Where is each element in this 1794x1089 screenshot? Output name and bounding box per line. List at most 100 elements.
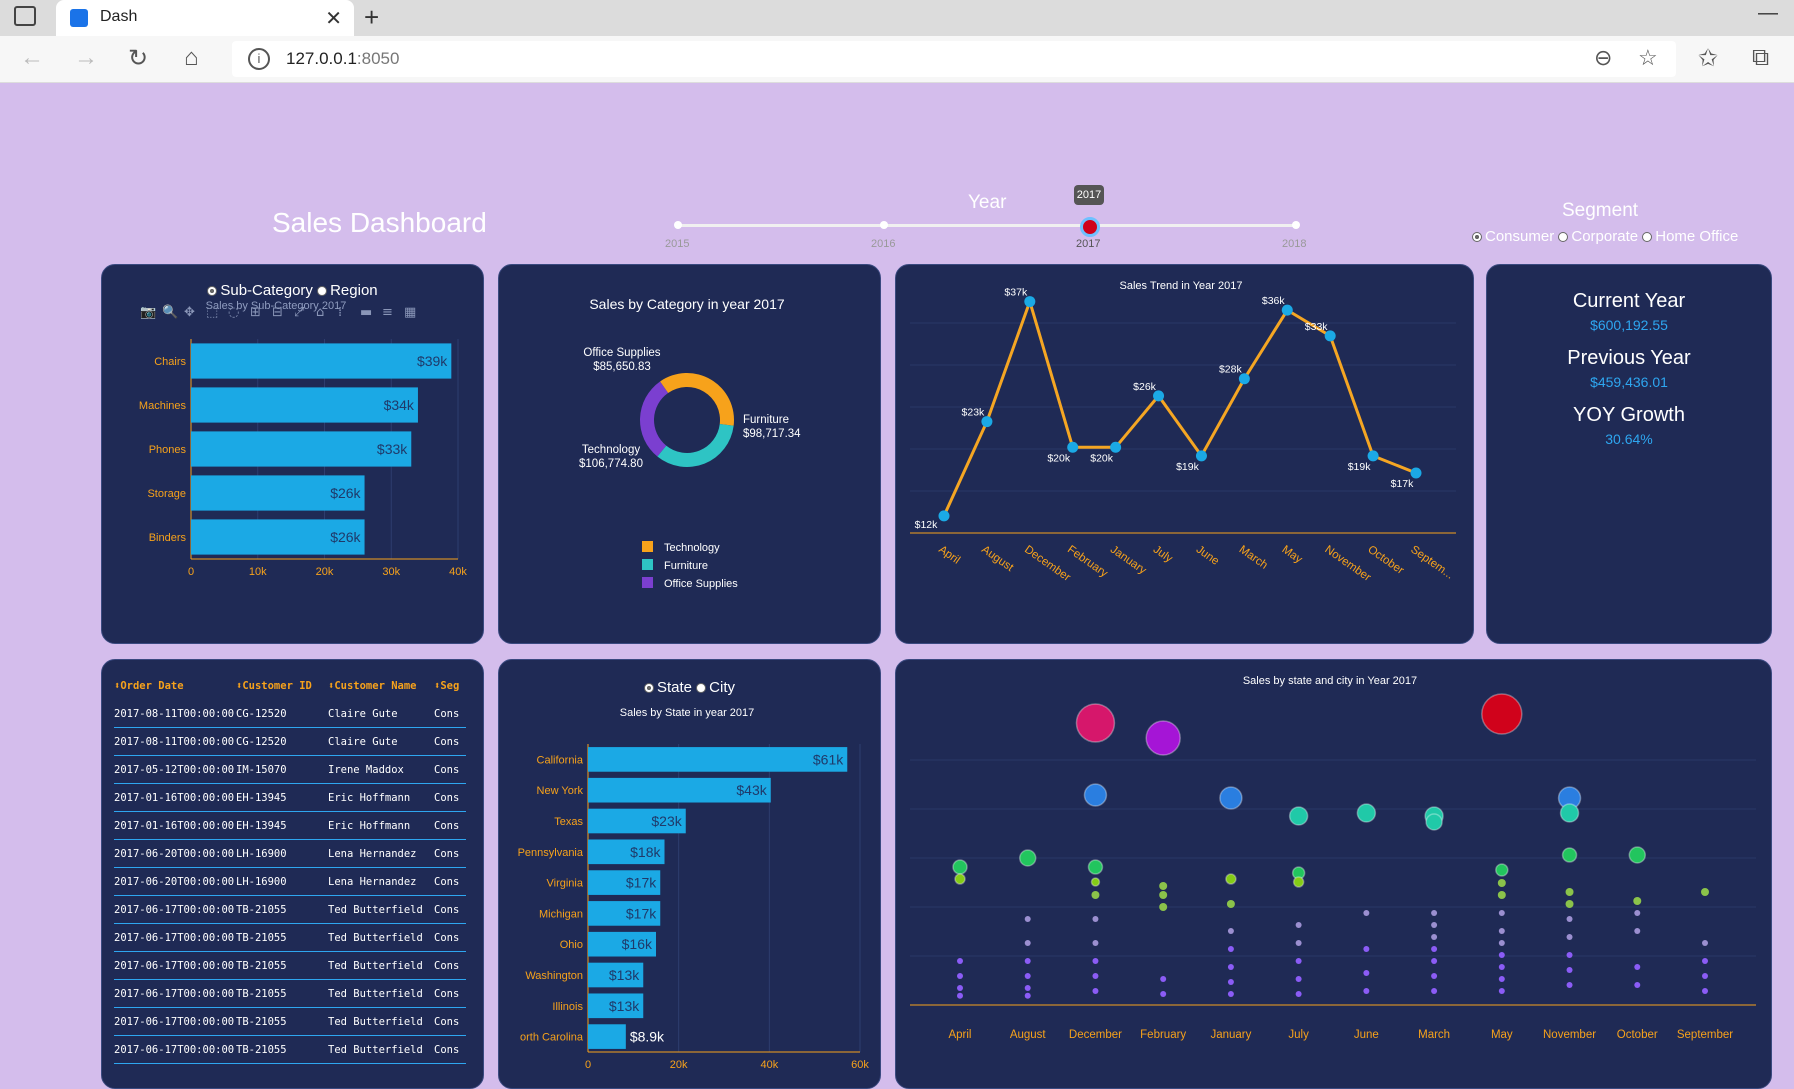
bar <box>588 839 665 865</box>
close-icon[interactable]: ✕ <box>325 8 342 30</box>
city-point <box>1159 891 1168 899</box>
modebar-icon: 📷 <box>140 305 156 320</box>
slider-tooltip: 2017 <box>1074 185 1104 205</box>
add-favorite-icon[interactable]: ☆ <box>1638 45 1658 70</box>
tick-label: November <box>1543 1029 1596 1041</box>
table-cell: LH-16900 <box>236 876 287 888</box>
table-row[interactable]: 2017-06-17T00:00:00 TB-21055 Ted Butterfie… <box>114 1036 466 1064</box>
table-cell: Claire Gute <box>328 708 398 720</box>
slider-track[interactable] <box>678 224 1296 227</box>
tick-label: March <box>1237 544 1270 572</box>
city-point <box>1227 928 1234 934</box>
city-point <box>1702 958 1708 964</box>
category-donut-chart[interactable]: Sales by Category in year 2017 Technology… <box>499 265 881 644</box>
bar <box>191 343 452 379</box>
modebar-icon: ⤢ <box>294 305 304 320</box>
sales-trend-line-chart[interactable]: Sales Trend in Year 2017 $12k $23k $37k $20k… <box>896 265 1474 644</box>
city-point <box>1498 910 1505 916</box>
segment-label: Segment <box>1562 200 1639 221</box>
radio-icon[interactable] <box>1472 232 1482 242</box>
radio-icon[interactable] <box>1642 232 1653 242</box>
city-point <box>1160 991 1167 997</box>
favorites-icon[interactable]: ✩ <box>1698 45 1719 72</box>
slider-mark[interactable]: 2016 <box>871 238 896 250</box>
modebar-icon: ⌂ <box>316 305 324 320</box>
browser-tab[interactable]: Dash ✕ <box>56 0 354 36</box>
header-customer-id[interactable]: ⬍Customer ID <box>236 680 312 692</box>
modebar-icon: ✥ <box>184 305 195 320</box>
slice-value: $106,774.80 <box>579 458 643 470</box>
header-customer-name[interactable]: ⬍Customer Name <box>328 680 417 692</box>
subcategory-bar-chart[interactable]: Sales by Sub-Category 2017 0 10k 20k 30k 40k C… <box>102 265 484 644</box>
tick-label: June <box>1354 1029 1379 1041</box>
forward-icon[interactable]: → <box>74 44 98 71</box>
city-bubble <box>1292 876 1305 888</box>
window-menu-icon[interactable] <box>14 6 36 26</box>
city-bubble <box>1090 877 1101 887</box>
minimize-icon[interactable]: — <box>1758 2 1778 24</box>
radio-icon[interactable] <box>643 683 654 693</box>
table-cell: Cons <box>434 876 460 888</box>
table-row[interactable]: 2017-06-17T00:00:00 TB-21055 Ted Butterfie… <box>114 924 466 952</box>
previous-year-value: $459,436.01 <box>1590 374 1668 390</box>
tick-label: May <box>1280 544 1305 566</box>
table-row[interactable]: 2017-06-20T00:00:00 LH-16900 Lena Hernande… <box>114 868 466 896</box>
slider-mark[interactable]: 2018 <box>1282 238 1307 250</box>
table-row[interactable]: 2017-05-12T00:00:00 IM-15070 Irene Maddox C… <box>114 756 466 784</box>
table-cell: 2017-06-17T00:00:00 <box>114 960 235 972</box>
segment-option[interactable]: Consumer <box>1472 228 1554 245</box>
slider-mark[interactable]: 2017 <box>1076 238 1101 250</box>
header-order-date[interactable]: ⬍Order Date <box>114 680 184 692</box>
radio-option-subcategory[interactable]: Sub-Category <box>207 282 313 299</box>
slider-mark[interactable]: 2015 <box>665 238 690 250</box>
yoy-growth-label: YOY Growth <box>1573 404 1685 426</box>
table-row[interactable]: 2017-01-16T00:00:00 EH-13945 Eric Hoffmann… <box>114 812 466 840</box>
zoom-out-icon[interactable]: ⊖ <box>1594 45 1613 70</box>
info-icon[interactable]: i <box>248 48 270 70</box>
header-segment[interactable]: ⬍Seg <box>434 680 460 692</box>
segment-option[interactable]: Home Office <box>1642 228 1738 245</box>
radio-icon[interactable] <box>207 286 218 296</box>
back-icon[interactable]: ← <box>20 44 44 71</box>
city-point <box>1295 976 1302 982</box>
radio-icon[interactable] <box>1558 232 1569 242</box>
tick-label: 60k <box>851 1059 869 1071</box>
table-row[interactable]: 2017-01-16T00:00:00 EH-13945 Eric Hoffmann… <box>114 784 466 812</box>
reload-icon[interactable]: ↻ <box>128 45 149 72</box>
slider-dot[interactable] <box>880 221 888 229</box>
state-bar-chart[interactable]: Sales by State in year 2017 0 20k 40k 60k Cal… <box>499 660 881 1089</box>
radio-icon[interactable] <box>317 286 328 296</box>
url-text: 127.0.0.1:8050 <box>286 49 400 68</box>
radio-option-region[interactable]: Region <box>317 282 378 299</box>
radio-option-city[interactable]: City <box>696 679 735 696</box>
city-point <box>957 992 963 999</box>
tick-label: April <box>948 1029 971 1041</box>
table-row[interactable]: 2017-06-17T00:00:00 TB-21055 Ted Butterfie… <box>114 1008 466 1036</box>
slider-dot[interactable] <box>674 221 682 229</box>
new-tab-icon[interactable]: + <box>364 2 380 32</box>
table-cell: Cons <box>434 820 460 832</box>
radio-option-state[interactable]: State <box>643 679 692 696</box>
city-point <box>957 985 963 991</box>
table-row[interactable]: 2017-06-17T00:00:00 TB-21055 Ted Butterfie… <box>114 980 466 1008</box>
city-point <box>957 973 963 979</box>
home-icon[interactable]: ⌂ <box>184 44 199 71</box>
table-row[interactable]: 2017-06-20T00:00:00 LH-16900 Lena Hernande… <box>114 840 466 868</box>
slider-dot[interactable] <box>1292 221 1300 229</box>
city-point <box>1498 928 1505 934</box>
city-bubble <box>954 873 966 885</box>
table-row[interactable]: 2017-08-11T00:00:00 CG-12520 Claire Gute Co… <box>114 700 466 728</box>
radio-icon[interactable] <box>696 683 707 693</box>
address-bar[interactable]: i 127.0.0.1:8050 ⊖ ☆ <box>232 41 1676 77</box>
table-row[interactable]: 2017-08-11T00:00:00 CG-12520 Claire Gute Co… <box>114 728 466 756</box>
table-cell: 2017-06-17T00:00:00 <box>114 988 235 1000</box>
segment-option[interactable]: Corporate <box>1558 228 1638 245</box>
table-row[interactable]: 2017-06-17T00:00:00 TB-21055 Ted Butterfie… <box>114 952 466 980</box>
chart-title: Sales by state and city in Year 2017 <box>1243 675 1417 687</box>
city-bubble-chart[interactable]: Sales by state and city in Year 2017 Apri… <box>896 660 1772 1089</box>
slider-handle[interactable] <box>1080 217 1100 237</box>
collections-icon[interactable]: ⧉ <box>1752 44 1770 71</box>
table-row[interactable]: 2017-06-17T00:00:00 TB-21055 Ted Butterfie… <box>114 896 466 924</box>
current-year-value: $600,192.55 <box>1590 317 1668 333</box>
table-cell: 2017-05-12T00:00:00 <box>114 764 235 776</box>
